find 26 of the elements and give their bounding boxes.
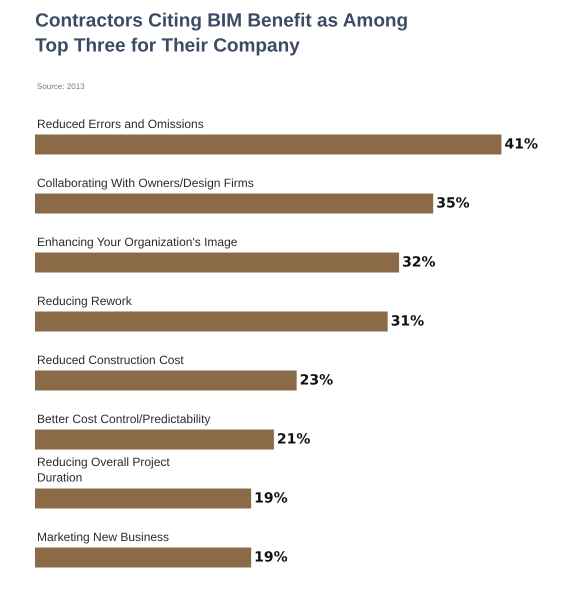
source-note: Source: 2013 bbox=[37, 82, 86, 91]
data-label: 41% bbox=[504, 136, 538, 152]
data-label: 23% bbox=[300, 372, 334, 388]
y-tick-label: Reduced Construction Cost bbox=[37, 353, 184, 367]
bar bbox=[35, 370, 297, 391]
chart-title: Contractors Citing BIM Benefit as Among Top Three for Their Company bbox=[35, 10, 408, 56]
bar bbox=[35, 134, 502, 155]
bar bbox=[35, 547, 252, 568]
bar bbox=[35, 311, 388, 332]
y-tick-label: Reduced Errors and Omissions bbox=[37, 117, 204, 131]
data-label: 32% bbox=[402, 254, 436, 270]
bar bbox=[35, 488, 252, 509]
y-tick-label: Reducing Overall Project Duration bbox=[37, 455, 170, 485]
y-tick-label: Better Cost Control/Predictability bbox=[37, 412, 210, 426]
y-tick-label: Marketing New Business bbox=[37, 530, 170, 544]
y-tick-label: Reducing Rework bbox=[37, 294, 133, 308]
bar bbox=[35, 193, 434, 214]
y-tick-label: Enhancing Your Organization's Image bbox=[37, 235, 238, 249]
data-label: 31% bbox=[390, 314, 424, 330]
data-label: 35% bbox=[436, 196, 470, 212]
data-label: 19% bbox=[254, 550, 288, 566]
bar bbox=[35, 252, 400, 273]
data-label: 19% bbox=[254, 490, 288, 506]
y-tick-label: Collaborating With Owners/Design Firms bbox=[37, 176, 254, 190]
data-label: 21% bbox=[276, 432, 310, 448]
bar bbox=[35, 429, 274, 450]
